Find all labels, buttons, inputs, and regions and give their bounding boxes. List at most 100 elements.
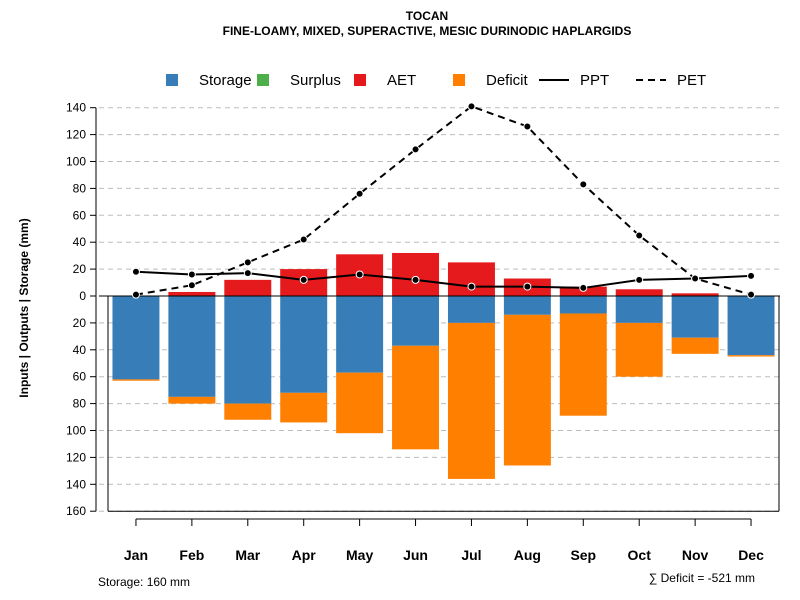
legend-swatch-surplus — [257, 74, 269, 86]
x-tick-label-oct: Oct — [628, 547, 652, 563]
point-ppt-jan — [131, 267, 140, 276]
point-ppt-mar — [243, 269, 252, 278]
bar-deficit-aug — [503, 314, 551, 466]
point-pet-oct — [635, 231, 644, 240]
point-ppt-dec — [747, 271, 756, 280]
bar-storage-sep — [559, 296, 607, 314]
point-pet-may — [355, 189, 364, 198]
bar-aet-jun — [392, 252, 440, 296]
point-pet-dec — [747, 290, 756, 299]
y-tick-label-14: 120 — [66, 450, 86, 464]
x-tick-label-jul: Jul — [461, 547, 481, 563]
y-axis: 140 120 100 80 60 40 20 0 20 40 60 80 100 120 140 160 — [66, 101, 97, 518]
point-ppt-aug — [523, 282, 532, 291]
point-pet-mar — [243, 258, 252, 267]
bar-deficit-nov — [671, 337, 719, 354]
x-tick-label-nov: Nov — [682, 547, 709, 563]
deficit-note: ∑ Deficit = -521 mm — [649, 571, 755, 585]
bar-deficit-jun — [392, 345, 440, 450]
point-ppt-may — [355, 270, 364, 279]
y-tick-label-10: 40 — [73, 343, 87, 357]
y-tick-label-7: 20 — [73, 262, 87, 276]
bar-storage-oct — [615, 296, 663, 323]
y-axis-label: Inputs | Outputs | Storage (mm) — [17, 218, 31, 397]
point-pet-feb — [187, 281, 196, 290]
point-pet-aug — [523, 122, 532, 131]
y-tick-label-8: 0 — [79, 289, 86, 303]
bar-storage-jan — [112, 296, 160, 380]
point-pet-jan — [131, 290, 140, 299]
bar-deficit-oct — [615, 322, 663, 377]
legend-label-pet: PET — [677, 72, 706, 89]
bar-aet-oct — [615, 289, 663, 296]
bar-storage-may — [336, 296, 384, 373]
bar-storage-apr — [280, 296, 328, 393]
point-ppt-feb — [187, 270, 196, 279]
y-tick-label-11: 60 — [73, 370, 87, 384]
x-tick-label-may: May — [346, 547, 373, 563]
bar-deficit-sep — [559, 313, 607, 416]
x-tick-label-aug: Aug — [514, 547, 541, 563]
gridlines — [99, 107, 780, 512]
point-ppt-oct — [635, 275, 644, 284]
y-tick-label-6: 40 — [73, 235, 87, 249]
y-tick-label-1: 140 — [66, 101, 86, 115]
bar-deficit-jul — [447, 322, 495, 479]
bars — [112, 252, 775, 479]
point-ppt-sep — [579, 283, 588, 292]
bar-aet-nov — [671, 293, 719, 296]
bar-storage-feb — [168, 296, 216, 397]
legend-label-storage: Storage — [199, 72, 252, 89]
bar-deficit-feb — [168, 396, 216, 404]
y-tick-label-9: 20 — [73, 316, 87, 330]
legend-label-ppt: PPT — [580, 72, 609, 89]
point-ppt-apr — [299, 275, 308, 284]
storage-note: Storage: 160 mm — [98, 575, 190, 589]
y-tick-label-3: 100 — [66, 155, 86, 169]
x-tick-label-feb: Feb — [179, 547, 204, 563]
x-tick-label-jan: Jan — [124, 547, 148, 563]
bar-deficit-jan — [112, 379, 160, 381]
bar-storage-jul — [447, 296, 495, 323]
bar-storage-mar — [224, 296, 272, 404]
y-tick-label-12: 80 — [73, 397, 87, 411]
point-ppt-jul — [467, 282, 476, 291]
legend-swatch-storage — [166, 74, 178, 86]
x-tick-label-apr: Apr — [292, 547, 317, 563]
bar-deficit-dec — [727, 355, 775, 357]
bar-aet-feb — [168, 291, 216, 296]
x-tick-label-dec: Dec — [738, 547, 764, 563]
legend-swatch-deficit — [453, 74, 465, 86]
legend-swatch-aet — [354, 74, 366, 86]
x-tick-label-jun: Jun — [403, 547, 428, 563]
y-tick-label-13: 100 — [66, 424, 86, 438]
x-tick-label-sep: Sep — [570, 547, 596, 563]
point-pet-apr — [299, 235, 308, 244]
y-tick-label-15: 140 — [66, 477, 86, 491]
legend-label-aet: AET — [387, 72, 416, 89]
bar-deficit-may — [336, 372, 384, 434]
legend: Storage Surplus AET Deficit PPT PET — [166, 72, 706, 89]
bar-storage-jun — [392, 296, 440, 346]
point-pet-sep — [579, 180, 588, 189]
series-lines — [131, 102, 756, 299]
point-pet-nov — [691, 274, 700, 283]
chart-subtitle: FINE-LOAMY, MIXED, SUPERACTIVE, MESIC DU… — [223, 24, 632, 38]
plot-frame — [99, 295, 780, 512]
legend-label-surplus: Surplus — [290, 72, 341, 89]
y-tick-label-5: 60 — [73, 208, 87, 222]
chart-title: TOCAN — [406, 9, 448, 23]
bar-deficit-mar — [224, 403, 272, 420]
y-tick-label-2: 120 — [66, 128, 86, 142]
x-tick-label-mar: Mar — [235, 547, 260, 563]
line-ppt — [135, 270, 752, 289]
y-tick-label-4: 80 — [73, 181, 87, 195]
point-pet-jul — [467, 102, 476, 111]
bar-aet-jul — [447, 262, 495, 296]
point-ppt-jun — [411, 275, 420, 284]
x-axis: Jan Feb Mar Apr May Jun Jul Aug Sep Oct Nov Dec — [124, 518, 764, 563]
bar-storage-dec — [727, 296, 775, 356]
point-pet-jun — [411, 145, 420, 154]
y-tick-label-16: 160 — [66, 504, 86, 518]
